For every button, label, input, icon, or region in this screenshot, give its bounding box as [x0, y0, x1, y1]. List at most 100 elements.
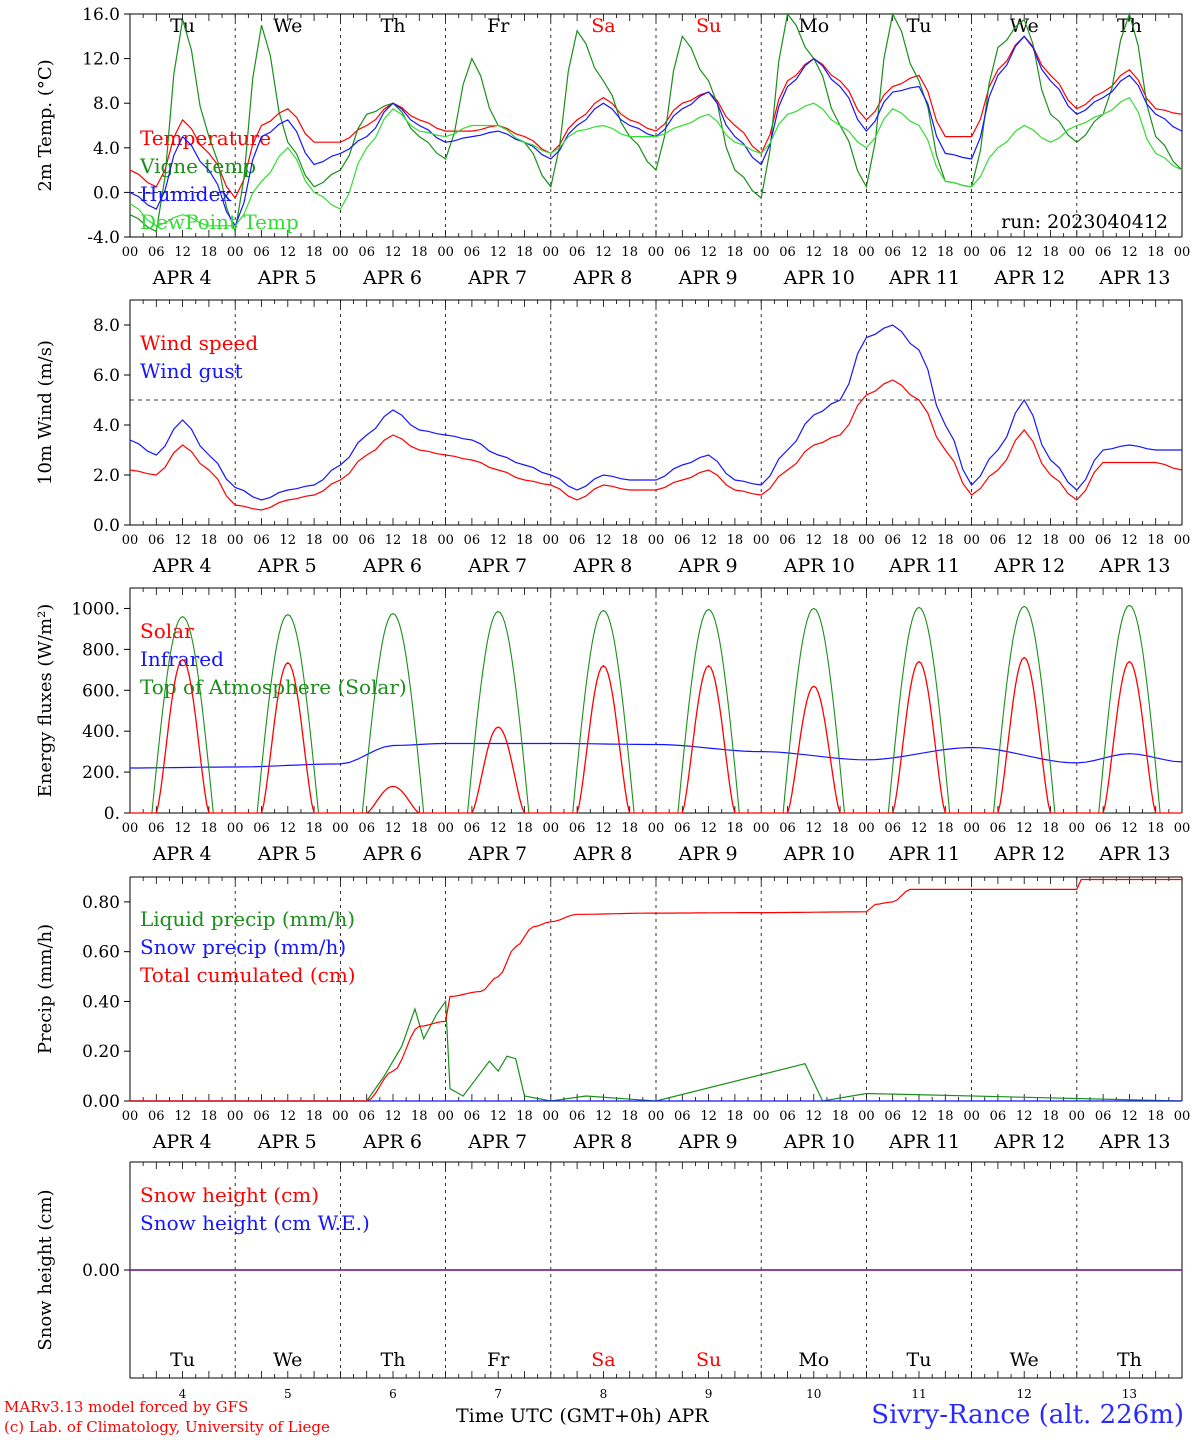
hour-tick-label: 00 [1069, 821, 1086, 836]
hour-tick-label: 12 [1121, 821, 1138, 836]
date-label: APR 13 [1098, 267, 1170, 289]
hour-tick-label: 18 [306, 821, 323, 836]
date-label: APR 6 [362, 843, 422, 865]
weekday-label: Fr [487, 15, 510, 37]
hour-tick-label: 00 [648, 245, 665, 260]
hour-tick-label: 00 [753, 1109, 770, 1124]
legend-2-1: Infrared [140, 647, 224, 671]
hour-tick-label: 18 [727, 1109, 744, 1124]
hour-tick-label: 18 [201, 245, 218, 260]
hour-tick-label: 12 [595, 533, 612, 548]
hour-tick-label: 18 [1042, 1109, 1059, 1124]
hour-tick-label: 06 [779, 533, 796, 548]
hour-tick-label: 12 [174, 821, 191, 836]
hour-tick-label: 06 [464, 533, 481, 548]
date-label: APR 5 [257, 555, 317, 577]
day-number: 8 [600, 1387, 608, 1401]
weekday-label: Fr [487, 1349, 510, 1371]
panel-4-ylabel: Snow height (cm) [35, 1189, 56, 1350]
legend-2-0: Solar [140, 619, 194, 643]
date-label: APR 12 [993, 1131, 1065, 1153]
hour-tick-label: 06 [253, 245, 270, 260]
hour-tick-label: 00 [122, 821, 139, 836]
hour-tick-label: 12 [700, 245, 717, 260]
hour-tick-label: 06 [1095, 533, 1112, 548]
day-number: 7 [494, 1387, 502, 1401]
hour-tick-label: 18 [937, 821, 954, 836]
hour-tick-label: 00 [1069, 245, 1086, 260]
legend-4-0: Snow height (cm) [140, 1183, 319, 1207]
hour-tick-label: 06 [148, 533, 165, 548]
weekday-label: Tu [907, 1349, 932, 1371]
hour-tick-label: 00 [753, 533, 770, 548]
series-line-0-1 [129, 11, 1183, 234]
hour-tick-label: 18 [937, 533, 954, 548]
hour-tick-label: 12 [385, 245, 402, 260]
hour-tick-label: 18 [201, 821, 218, 836]
date-label: APR 10 [783, 267, 855, 289]
hour-tick-label: 06 [358, 1109, 375, 1124]
hour-tick-label: 00 [963, 821, 980, 836]
date-label: APR 4 [152, 843, 212, 865]
hour-tick-label: 18 [201, 1109, 218, 1124]
hour-tick-label: 18 [727, 245, 744, 260]
hour-tick-label: 06 [1095, 1109, 1112, 1124]
hour-tick-label: 18 [937, 245, 954, 260]
hour-tick-label: 06 [1095, 821, 1112, 836]
hour-tick-label: 00 [1174, 821, 1191, 836]
hour-tick-label: 06 [148, 1109, 165, 1124]
hour-tick-label: 00 [332, 1109, 349, 1124]
hour-tick-label: 18 [832, 533, 849, 548]
hour-tick-label: 00 [963, 245, 980, 260]
hour-tick-label: 12 [700, 1109, 717, 1124]
legend-0-0: Temperature [140, 126, 271, 150]
hour-tick-label: 12 [911, 533, 928, 548]
weekday-label: Th [381, 15, 406, 37]
hour-tick-label: 18 [516, 245, 533, 260]
hour-tick-label: 00 [858, 821, 875, 836]
hour-tick-label: 00 [332, 245, 349, 260]
panel-3-ylabel: Precip (mm/h) [35, 924, 56, 1054]
hour-tick-label: 06 [990, 821, 1007, 836]
hour-tick-label: 06 [674, 821, 691, 836]
day-number: 5 [284, 1387, 292, 1401]
date-label: APR 9 [678, 267, 738, 289]
hour-tick-label: 18 [832, 821, 849, 836]
hour-tick-label: 12 [806, 245, 823, 260]
hour-tick-label: 12 [385, 1109, 402, 1124]
hour-tick-label: 18 [1042, 821, 1059, 836]
hour-tick-label: 00 [227, 1109, 244, 1124]
hour-tick-label: 18 [411, 821, 428, 836]
date-label: APR 5 [257, 267, 317, 289]
legend-3-0: Liquid precip (mm/h) [140, 907, 355, 931]
hour-tick-label: 06 [1095, 245, 1112, 260]
hour-tick-label: 18 [1147, 1109, 1164, 1124]
hour-tick-label: 00 [437, 821, 454, 836]
y-tick-label: 1000. [71, 599, 120, 619]
hour-tick-label: 06 [884, 1109, 901, 1124]
hour-tick-label: 00 [648, 533, 665, 548]
hour-tick-label: 00 [858, 1109, 875, 1124]
hour-tick-label: 18 [201, 533, 218, 548]
panel-0-ylabel: 2m Temp. (°C) [35, 59, 56, 191]
hour-tick-label: 00 [753, 821, 770, 836]
y-tick-label: 12.0 [82, 50, 120, 70]
date-label: APR 11 [888, 843, 960, 865]
weekday-label: Mo [798, 15, 829, 37]
hour-tick-label: 12 [490, 533, 507, 548]
hour-tick-label: 00 [1174, 245, 1191, 260]
weekday-label: Th [381, 1349, 406, 1371]
hour-tick-label: 06 [569, 533, 586, 548]
y-tick-label: 8.0 [93, 316, 120, 336]
hour-tick-label: 06 [148, 245, 165, 260]
x-axis-title: Time UTC (GMT+0h) APR [456, 1405, 709, 1427]
date-label: APR 5 [257, 843, 317, 865]
date-label: APR 10 [783, 843, 855, 865]
hour-tick-label: 00 [122, 245, 139, 260]
hour-tick-label: 00 [648, 1109, 665, 1124]
hour-tick-label: 18 [306, 245, 323, 260]
hour-tick-label: 00 [963, 533, 980, 548]
hour-tick-label: 12 [280, 533, 297, 548]
hour-tick-label: 12 [490, 245, 507, 260]
